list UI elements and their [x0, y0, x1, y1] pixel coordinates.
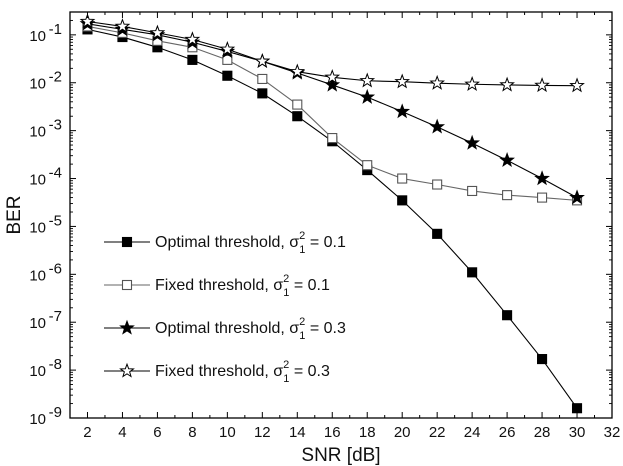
data-point [534, 170, 550, 186]
y-tick-exponent: -9 [49, 404, 62, 421]
y-tick-exponent: -3 [49, 117, 62, 134]
data-point [222, 54, 233, 65]
data-point [569, 189, 585, 205]
x-tick-label: 12 [254, 424, 271, 441]
data-point [222, 70, 233, 81]
x-tick-label: 32 [604, 424, 621, 441]
x-tick-label: 4 [118, 424, 126, 441]
data-point [254, 53, 271, 69]
x-tick-label: 18 [359, 424, 376, 441]
axes: 2 4 6 8 10 12 14 16 18 20 22 24 26 28 30 3210-910-810-7… [29, 11, 621, 441]
x-tick-label: 16 [324, 424, 341, 441]
y-tick-label: 10 [29, 172, 46, 189]
data-point [429, 74, 446, 90]
x-axis-title: SNR [dB] [301, 445, 380, 466]
data-point [292, 99, 303, 110]
plot-area [79, 13, 585, 414]
data-point [327, 133, 338, 144]
y-tick-label: 10 [29, 76, 46, 93]
x-tick-label: 26 [499, 424, 516, 441]
y-tick-exponent: -6 [49, 260, 62, 277]
data-point [397, 173, 408, 184]
legend-item: Optimal threshold, σ2 1 = 0.1 [104, 230, 346, 256]
data-point [432, 228, 443, 239]
legend-marker [121, 279, 133, 291]
series-4 [79, 13, 585, 93]
data-point [149, 24, 166, 40]
data-point [219, 41, 236, 56]
series-line [87, 25, 578, 201]
x-tick-label: 24 [464, 424, 481, 441]
x-tick-label: 6 [153, 424, 161, 441]
y-tick-exponent: -5 [49, 212, 62, 229]
data-point [429, 118, 446, 134]
y-tick-exponent: -4 [49, 165, 62, 182]
x-tick-label: 28 [534, 424, 551, 441]
data-point [467, 267, 478, 278]
data-point [324, 69, 341, 84]
y-tick-label: 10 [29, 219, 46, 236]
legend-label: Fixed threshold, σ2 1 = 0.1 [155, 273, 330, 299]
legend-label: Optimal threshold, σ2 1 = 0.3 [155, 316, 346, 342]
y-tick-exponent: -2 [49, 69, 62, 86]
data-point [534, 77, 550, 93]
data-point [397, 195, 408, 206]
legend-marker [119, 362, 135, 378]
data-point [537, 192, 548, 203]
data-point [537, 354, 548, 365]
data-point [359, 88, 376, 104]
data-point [394, 103, 411, 119]
data-point [257, 88, 268, 99]
data-point [359, 72, 376, 88]
x-tick-label: 14 [289, 424, 306, 441]
y-axis-title: BER [4, 195, 25, 234]
data-point [432, 179, 443, 190]
legend-label: Optimal threshold, σ2 1 = 0.1 [155, 230, 346, 256]
data-point [499, 152, 515, 168]
legend-marker [119, 319, 135, 335]
data-point [187, 54, 198, 65]
data-point [571, 403, 583, 414]
y-tick-label: 10 [29, 28, 46, 45]
legend: Optimal threshold, σ2 1 = 0.1 Fixed thresh… [104, 230, 346, 385]
legend-label: Fixed threshold, σ2 1 = 0.3 [155, 359, 330, 385]
y-tick-exponent: -1 [49, 21, 62, 38]
y-tick-exponent: -7 [49, 308, 62, 325]
x-tick-label: 10 [219, 424, 236, 441]
y-tick-label: 10 [29, 411, 46, 428]
data-point [292, 111, 303, 122]
data-point [362, 160, 373, 171]
data-point [464, 134, 480, 150]
plot-frame [69, 11, 613, 419]
data-point [114, 18, 131, 34]
legend-item: Optimal threshold, σ2 1 = 0.3 [104, 316, 346, 342]
y-tick-exponent: -8 [49, 356, 62, 373]
y-tick-label: 10 [29, 124, 46, 141]
data-point [502, 310, 513, 321]
x-tick-label: 22 [429, 424, 446, 441]
y-tick-label: 10 [29, 267, 46, 284]
x-tick-label: 20 [394, 424, 411, 441]
y-tick-label: 10 [29, 315, 46, 332]
data-point [79, 13, 96, 29]
data-point [184, 31, 201, 47]
y-tick-label: 10 [29, 363, 46, 380]
data-point [289, 63, 306, 79]
data-point [502, 190, 513, 201]
data-point [467, 185, 478, 197]
data-point [499, 76, 515, 92]
x-tick-label: 30 [569, 424, 586, 441]
data-point [324, 76, 341, 92]
legend-item: Fixed threshold, σ2 1 = 0.3 [104, 359, 330, 385]
x-tick-label: 2 [83, 424, 91, 441]
data-point [464, 75, 480, 91]
data-point [394, 73, 411, 89]
x-tick-label: 8 [188, 424, 196, 441]
legend-item: Fixed threshold, σ2 1 = 0.1 [104, 273, 330, 299]
data-point [569, 77, 585, 93]
legend-marker [121, 236, 133, 248]
data-point [257, 73, 268, 85]
